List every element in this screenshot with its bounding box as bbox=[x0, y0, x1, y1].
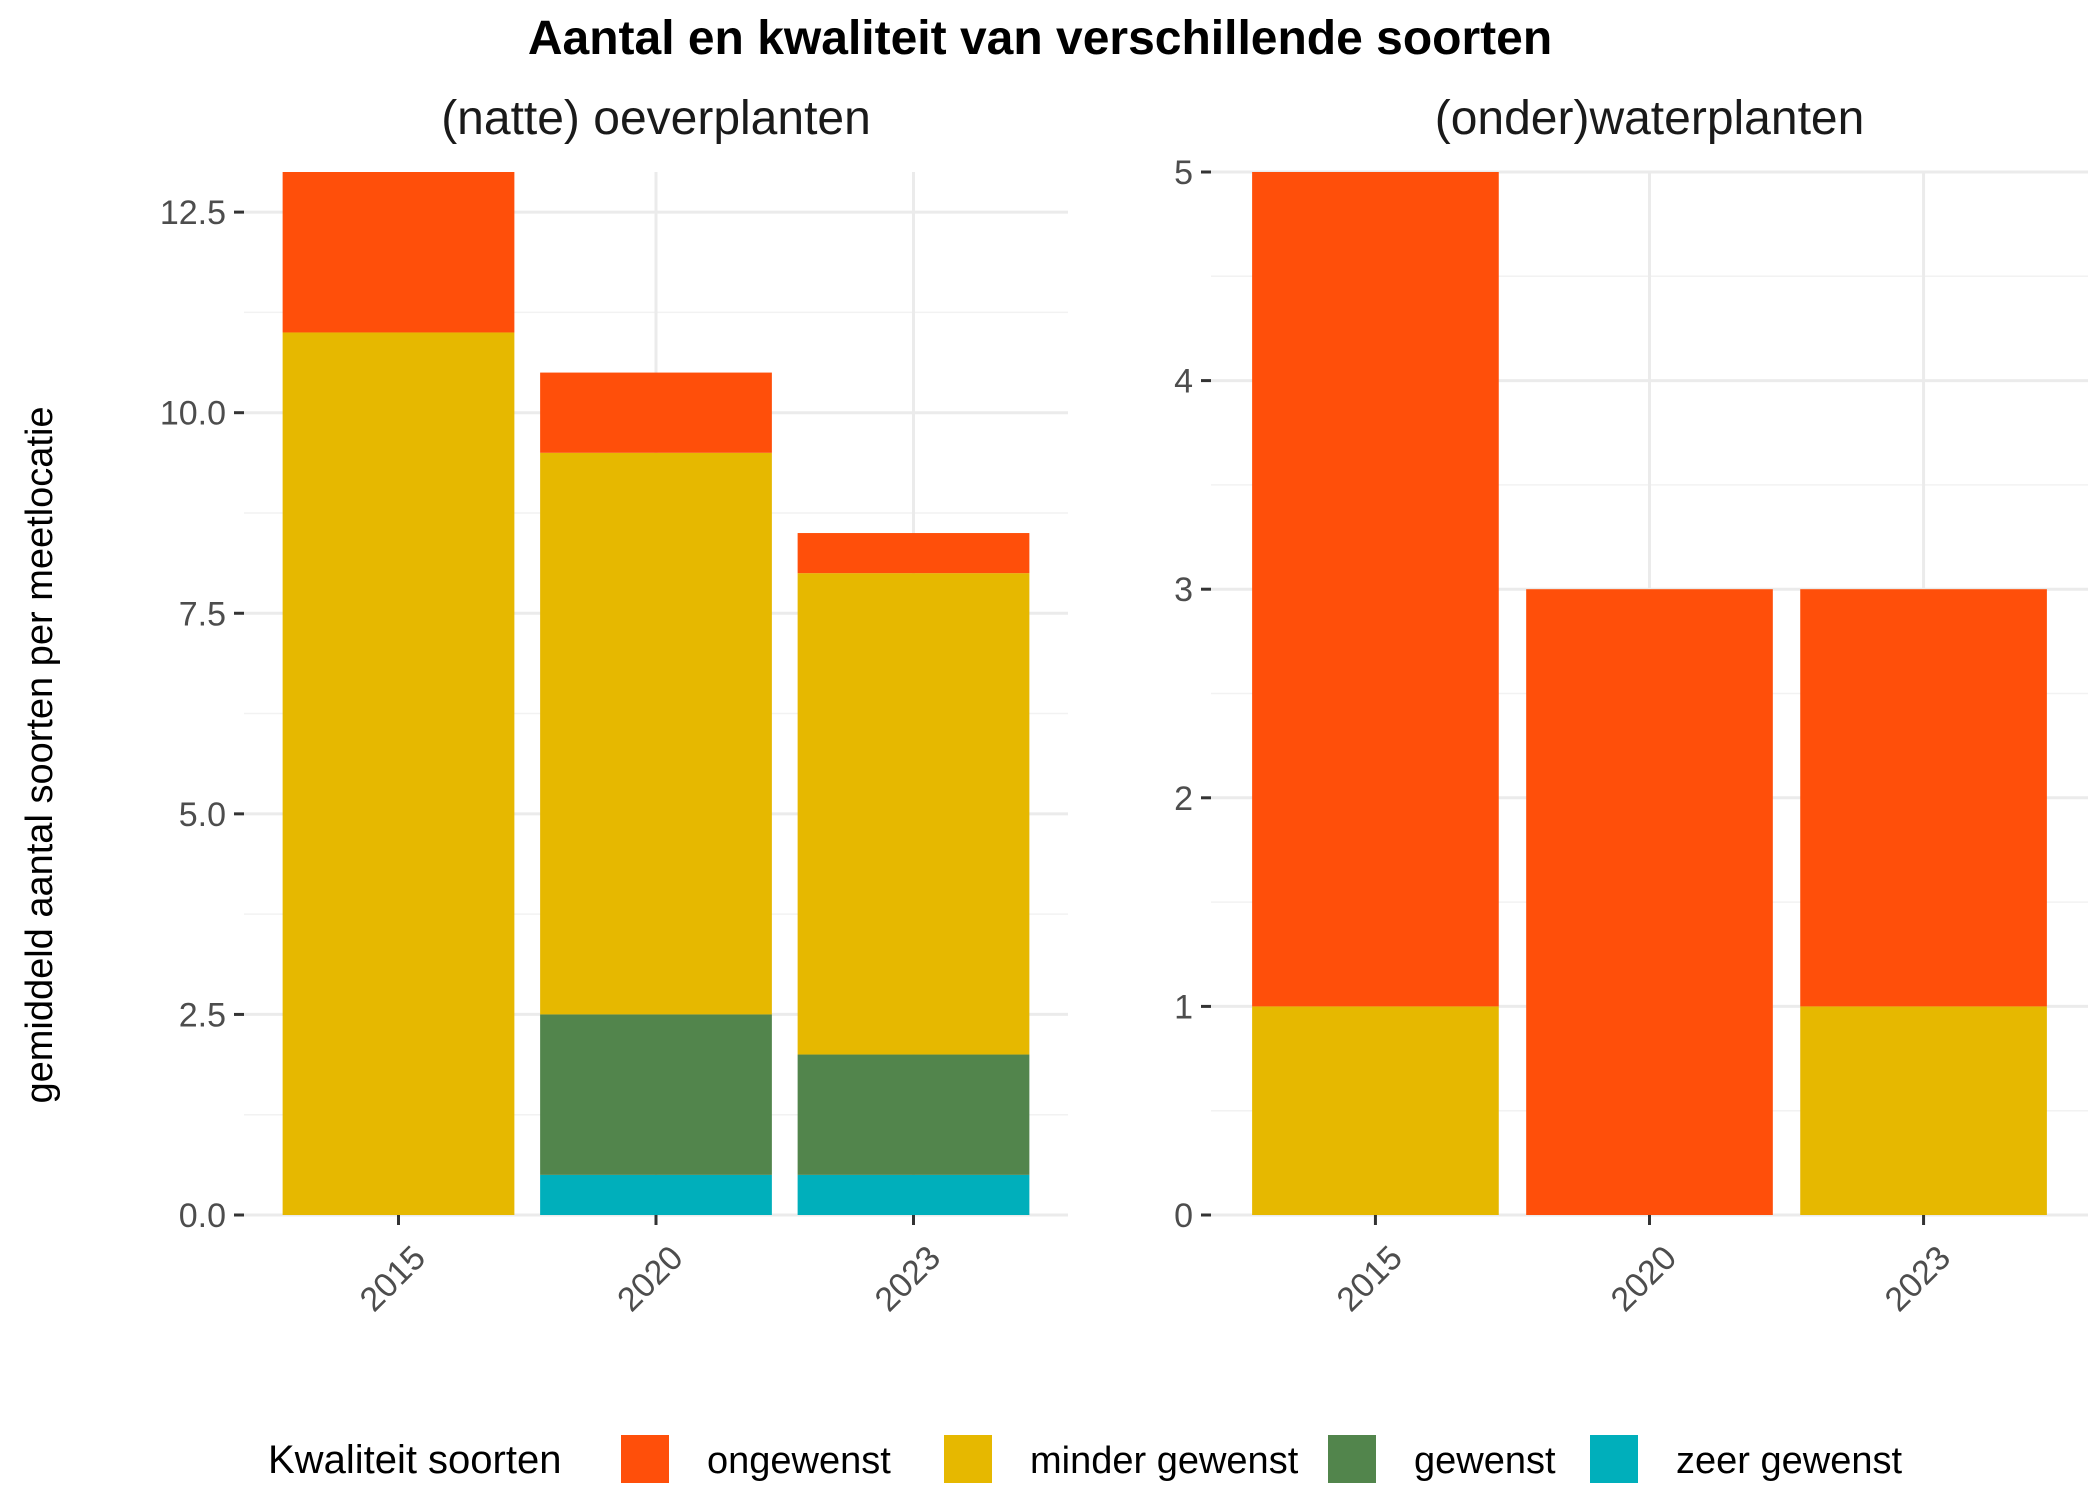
y-tick-label: 0 bbox=[1174, 1197, 1193, 1235]
bar-segment-ongewenst-2020 bbox=[1526, 589, 1773, 1215]
bar-segment-minder-gewenst-2015 bbox=[282, 332, 515, 1215]
y-tick-label: 12.5 bbox=[160, 194, 226, 232]
legend: Kwaliteit soorten ongewenst minder gewens… bbox=[268, 1435, 1902, 1483]
facet-panel-oeverplanten: (natte) oeverplanten 0.0 2.5 5.0 7.5 10.0 12.5… bbox=[160, 92, 1068, 1319]
bar-segment-ongewenst-2015 bbox=[282, 172, 515, 333]
x-tick-label: 2023 bbox=[1878, 1239, 1958, 1319]
y-axis-title: gemiddeld aantal soorten per meetlocatie bbox=[19, 406, 61, 1103]
bar-segment-minder-gewenst-2015 bbox=[1252, 1006, 1499, 1215]
legend-key-minder-gewenst bbox=[944, 1435, 992, 1483]
legend-label: zeer gewenst bbox=[1676, 1440, 1902, 1482]
bar-segment-zeer-gewenst-2020 bbox=[540, 1174, 772, 1215]
y-tick-label: 5.0 bbox=[179, 796, 226, 834]
x-tick-label: 2020 bbox=[1604, 1239, 1684, 1319]
y-tick-label: 7.5 bbox=[179, 595, 226, 633]
facet-panel-waterplanten: (onder)waterplanten 0 1 2 3 4 5 2015 2020 2023 bbox=[1174, 92, 2088, 1319]
x-tick-label: 2023 bbox=[868, 1239, 948, 1319]
legend-label: ongewenst bbox=[707, 1440, 891, 1482]
bar-segment-ongewenst-2023 bbox=[797, 533, 1030, 574]
bar-segment-minder-gewenst-2023 bbox=[797, 573, 1030, 1055]
x-tick-label: 2015 bbox=[353, 1239, 433, 1319]
bar-segment-minder-gewenst-2023 bbox=[1800, 1006, 2047, 1215]
y-tick-label: 3 bbox=[1174, 571, 1193, 609]
legend-label: minder gewenst bbox=[1030, 1440, 1299, 1482]
x-tick-label: 2015 bbox=[1330, 1239, 1410, 1319]
y-tick-label: 1 bbox=[1174, 988, 1193, 1026]
legend-key-ongewenst bbox=[621, 1435, 669, 1483]
y-tick-label: 0.0 bbox=[179, 1197, 226, 1235]
y-tick-label: 2.5 bbox=[179, 996, 226, 1034]
bar-segment-ongewenst-2015 bbox=[1252, 172, 1499, 1007]
facet-title: (natte) oeverplanten bbox=[441, 92, 871, 145]
bar-segment-zeer-gewenst-2023 bbox=[797, 1174, 1030, 1215]
chart-title: Aantal en kwaliteit van verschillende so… bbox=[528, 12, 1552, 65]
bar-segment-minder-gewenst-2020 bbox=[540, 452, 772, 1015]
bar-segment-ongewenst-2023 bbox=[1800, 589, 2047, 1007]
y-tick-label: 4 bbox=[1174, 363, 1193, 401]
bar-segment-gewenst-2020 bbox=[540, 1014, 772, 1175]
legend-key-gewenst bbox=[1328, 1435, 1376, 1483]
bar-segment-ongewenst-2020 bbox=[540, 372, 772, 453]
y-tick-label: 5 bbox=[1174, 154, 1193, 192]
x-tick-label: 2020 bbox=[610, 1239, 690, 1319]
y-tick-label: 10.0 bbox=[160, 395, 226, 433]
y-tick-label: 2 bbox=[1174, 780, 1193, 818]
legend-key-zeer-gewenst bbox=[1590, 1435, 1638, 1483]
facet-title: (onder)waterplanten bbox=[1435, 92, 1865, 145]
legend-title: Kwaliteit soorten bbox=[268, 1438, 561, 1482]
legend-label: gewenst bbox=[1414, 1440, 1556, 1482]
bar-segment-gewenst-2023 bbox=[797, 1054, 1030, 1175]
